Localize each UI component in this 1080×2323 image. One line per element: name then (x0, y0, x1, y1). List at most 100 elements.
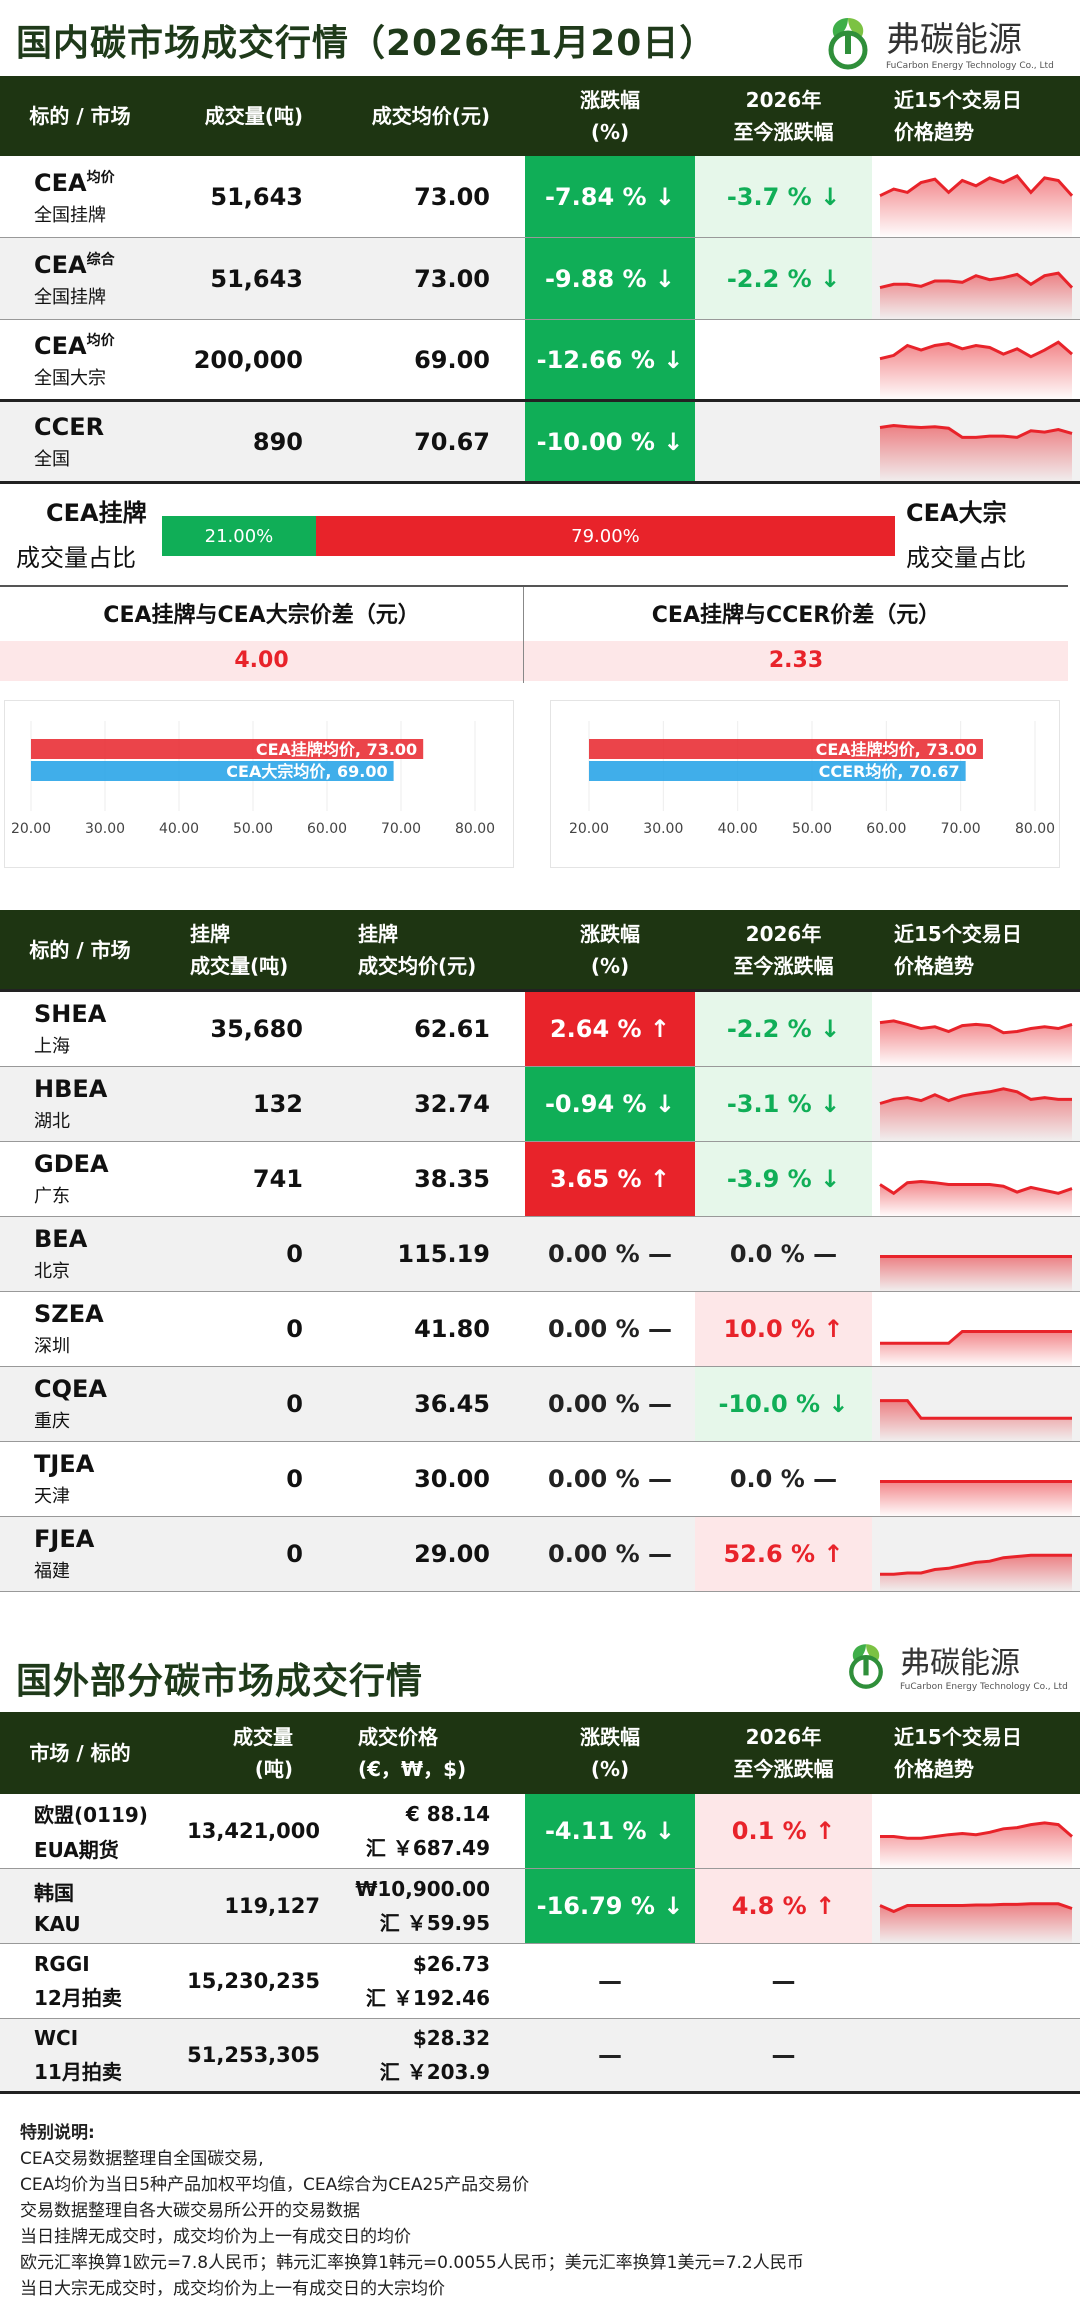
cell-price: € 88.14 汇 ￥687.49 (320, 1794, 490, 1868)
col-price: 挂牌 成交均价(元) (358, 921, 477, 978)
x-tick-label: 60.00 (307, 821, 347, 837)
chart-listed-vs-ccer: CEA挂牌均价, 73.00 CCER均价, 70.67 20.00 30.00 40.… (550, 700, 1060, 868)
cell-target: HBEA 湖北 (0, 1067, 160, 1141)
cell-trend (872, 1142, 1080, 1217)
target-market: 深圳 (34, 1336, 70, 1357)
col-price: 成交价格 (€，₩，$) (358, 1725, 467, 1781)
cell-change: -4.11 % ↓ (525, 1794, 695, 1868)
cell-price: 36.45 (414, 1390, 490, 1418)
trend-line (879, 1018, 1073, 1034)
cell-market: WCI 11月拍卖 (0, 2019, 160, 2091)
cell-volume: 13,421,000 (187, 1819, 320, 1843)
cell-price: 69.00 (414, 345, 490, 374)
target-code: SZEA (34, 1300, 104, 1328)
cell-price: $26.73 汇 ￥192.46 (320, 1944, 490, 2018)
cell-ytd: 0.0 % — (729, 1465, 838, 1493)
cell-change: 0.00 % — (548, 1315, 672, 1343)
target-market: 天津 (34, 1486, 70, 1507)
cell-ytd: -2.2 % ↓ (695, 992, 872, 1066)
spread-left-value: 4.00 (0, 641, 523, 681)
target-sup: 综合 (86, 251, 115, 268)
trend-area (880, 1331, 1072, 1367)
cell-change: 0.00 % — (548, 1240, 672, 1268)
table-row: CEA均价 全国大宗 200,000 69.00 -12.66 % ↓ (0, 320, 1080, 402)
cell-price: 32.74 (414, 1090, 490, 1118)
target-code: CEA (34, 168, 87, 197)
bar (589, 761, 966, 781)
x-tick-label: 40.00 (159, 821, 199, 837)
table-row: RGGI 12月拍卖 15,230,235 $26.73 汇 ￥192.46 — — (0, 1944, 1080, 2019)
cell-trend (872, 402, 1080, 483)
trend-line (880, 1820, 1073, 1840)
target-market: 北京 (34, 1261, 70, 1282)
cell-change: -9.88 % ↓ (525, 238, 695, 319)
target-market: 全国挂牌 (34, 286, 106, 308)
col-volume: 成交量 (吨) (233, 1725, 293, 1781)
col-change: 涨跌幅 (%) (580, 1725, 640, 1781)
cell-change: — (598, 1967, 622, 1995)
trend-sparkline (879, 173, 1074, 238)
price-cny: 汇 ￥192.46 (365, 1985, 490, 2010)
target-market: 广东 (34, 1186, 70, 1207)
cell-ytd: 0.0 % — (729, 1240, 838, 1268)
cell-ytd: -10.0 % ↓ (695, 1367, 872, 1441)
x-tick-label: 80.00 (1015, 821, 1055, 837)
bar-label: CCER均价, 70.67 (819, 762, 960, 781)
table-row: WCI 11月拍卖 51,253,305 $28.32 汇 ￥203.9 — — (0, 2019, 1080, 2094)
share-left-label: CEA挂牌 (46, 499, 147, 527)
company-logo: 弗碳能源 FuCarbon Energy Technology Co., Ltd (818, 12, 1054, 71)
bar-label: CEA挂牌均价, 73.00 (256, 740, 417, 759)
cell-price: 38.35 (414, 1165, 490, 1193)
cell-volume: 0 (286, 1465, 303, 1493)
bar (589, 739, 983, 759)
col-ytd: 2026年 至今涨跌幅 (733, 1725, 834, 1781)
trend-line (879, 270, 1074, 289)
cell-trend (872, 2019, 1080, 2091)
cell-target: CEA均价 全国大宗 (0, 320, 160, 399)
cell-change: -12.66 % ↓ (525, 320, 695, 399)
trend-line (880, 1329, 1072, 1345)
note-line: 当日大宗无成交时，成交均价为上一有成交日的大宗均价 (20, 2279, 445, 2299)
cell-target: BEA 北京 (0, 1217, 160, 1291)
price-cny: 汇 ￥203.9 (379, 2059, 490, 2084)
cell-volume: 0 (286, 1240, 303, 1268)
col-trend: 近15个交易日 价格趋势 (894, 1725, 1022, 1781)
cell-volume: 741 (252, 1165, 303, 1193)
x-tick-label: 30.00 (85, 821, 125, 837)
regional-table-header: 标的 / 市场 挂牌 成交量(吨) 挂牌 成交均价(元) 涨跌幅 (%) 202… (0, 910, 1080, 992)
market-product: 12月拍卖 (34, 1985, 122, 2010)
trend-sparkline (872, 2018, 1080, 2093)
trend-line (880, 1553, 1072, 1576)
cell-trend (872, 1517, 1080, 1592)
cell-market: 韩国 KAU (0, 1869, 160, 1943)
trend-area (880, 272, 1072, 320)
col-target: 标的 / 市场 (29, 104, 131, 128)
cell-change: 2.64 % ↑ (525, 992, 695, 1066)
x-tick-label: 40.00 (718, 821, 758, 837)
price-cny: 汇 ￥687.49 (365, 1835, 490, 1860)
cell-change: -10.00 % ↓ (525, 402, 695, 481)
target-market: 全国挂牌 (34, 204, 106, 226)
target-sup: 均价 (86, 332, 115, 349)
spread-right-title: CEA挂牌与CCER价差（元） (651, 603, 941, 628)
target-market: 上海 (34, 1036, 70, 1057)
cell-target: SHEA 上海 (0, 992, 160, 1066)
market-product: EUA期货 (34, 1838, 119, 1862)
market-name: RGGI (34, 1951, 90, 1976)
spread-section: CEA挂牌与CEA大宗价差（元） CEA挂牌与CCER价差（元） 4.00 2.… (0, 585, 1068, 683)
cell-ytd: 0.1 % ↑ (695, 1794, 872, 1868)
cell-trend (872, 992, 1080, 1067)
logo-text: 弗碳能源 (886, 20, 1022, 60)
cell-volume: 51,643 (210, 264, 303, 293)
target-name: CEA均价 (34, 330, 115, 360)
cell-change: -16.79 % ↓ (525, 1869, 695, 1943)
page-title: 国内碳市场成交行情（2026年1月20日） (16, 23, 717, 64)
target-code: CEA (34, 250, 87, 279)
leaf-logo-icon (849, 1644, 883, 1689)
x-tick-label: 20.00 (569, 821, 609, 837)
x-tick-label: 50.00 (792, 821, 832, 837)
note-line: CEA均价为当日5种产品加权平均值，CEA综合为CEA25产品交易价 (20, 2175, 530, 2195)
table-row: TJEA 天津 0 30.00 0.00 % — 0.0 % — (0, 1442, 1080, 1517)
price-original: € 88.14 (405, 1801, 490, 1826)
cell-trend (872, 320, 1080, 401)
